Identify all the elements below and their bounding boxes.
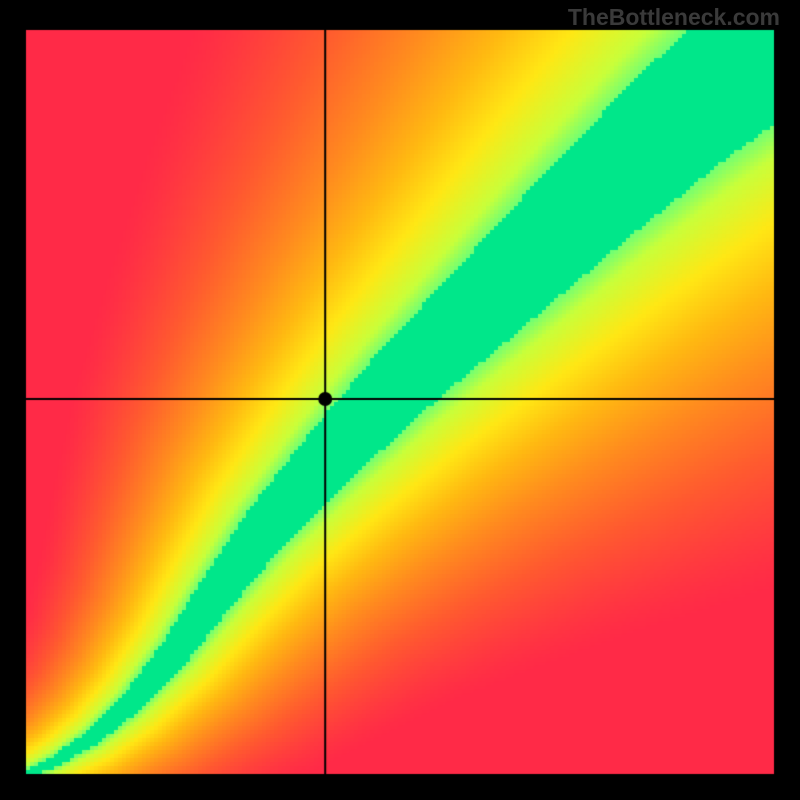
watermark-text: TheBottleneck.com (568, 4, 780, 31)
bottleneck-heatmap (0, 0, 800, 800)
